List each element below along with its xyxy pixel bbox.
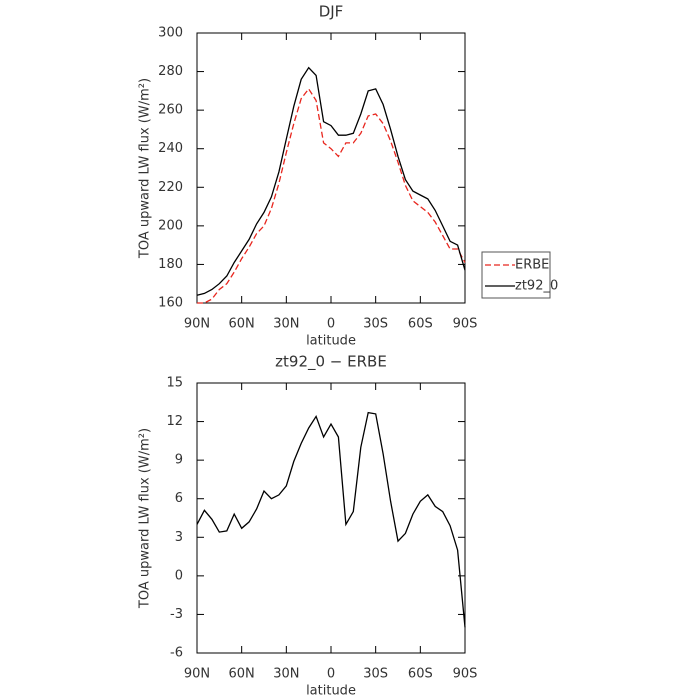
y-tick-label: 300	[158, 26, 183, 41]
legend-label: ERBE	[515, 258, 549, 273]
legend-label: zt92_0	[515, 279, 558, 294]
x-tick-label: 90N	[184, 667, 210, 682]
y-tick-label: 200	[158, 218, 183, 233]
x-tick-label: 60N	[229, 317, 255, 332]
x-tick-label: 90N	[184, 317, 210, 332]
chart-title: zt92_0 − ERBE	[275, 353, 387, 372]
y-tick-label: 160	[158, 296, 183, 311]
data-line	[197, 87, 466, 304]
x-tick-label: 0	[327, 317, 335, 332]
x-tick-label: 60S	[408, 667, 433, 682]
y-tick-label: -6	[170, 646, 183, 661]
y-tick-label: 0	[175, 568, 183, 583]
y-axis-label: TOA upward LW flux (W/m²)	[138, 78, 153, 259]
data-line	[196, 411, 466, 628]
y-tick-label: 240	[158, 141, 183, 156]
y-tick-label: 180	[158, 257, 183, 272]
x-axis-label: latitude	[306, 684, 356, 699]
x-tick-label: 30S	[363, 667, 388, 682]
y-tick-label: 12	[166, 414, 183, 429]
y-tick-label: 15	[166, 376, 183, 391]
y-axis-label: TOA upward LW flux (W/m²)	[138, 428, 153, 609]
x-tick-label: 60N	[229, 667, 255, 682]
x-axis-label: latitude	[306, 334, 356, 349]
x-tick-label: 30N	[273, 667, 299, 682]
data-line	[196, 66, 466, 296]
y-tick-label: 6	[175, 491, 183, 506]
chart-title: DJF	[319, 3, 344, 21]
y-tick-label: 9	[175, 453, 183, 468]
y-tick-label: 280	[158, 64, 183, 79]
y-tick-label: 220	[158, 180, 183, 195]
y-tick-label: -3	[170, 607, 183, 622]
y-tick-label: 260	[158, 103, 183, 118]
x-tick-label: 60S	[408, 317, 433, 332]
legend-box	[481, 251, 551, 299]
x-tick-label: 30N	[273, 317, 299, 332]
x-tick-label: 0	[327, 667, 335, 682]
x-tick-label: 30S	[363, 317, 388, 332]
y-tick-label: 3	[175, 530, 183, 545]
x-tick-label: 90S	[453, 317, 478, 332]
x-tick-label: 90S	[453, 667, 478, 682]
plot-frame	[196, 32, 466, 304]
